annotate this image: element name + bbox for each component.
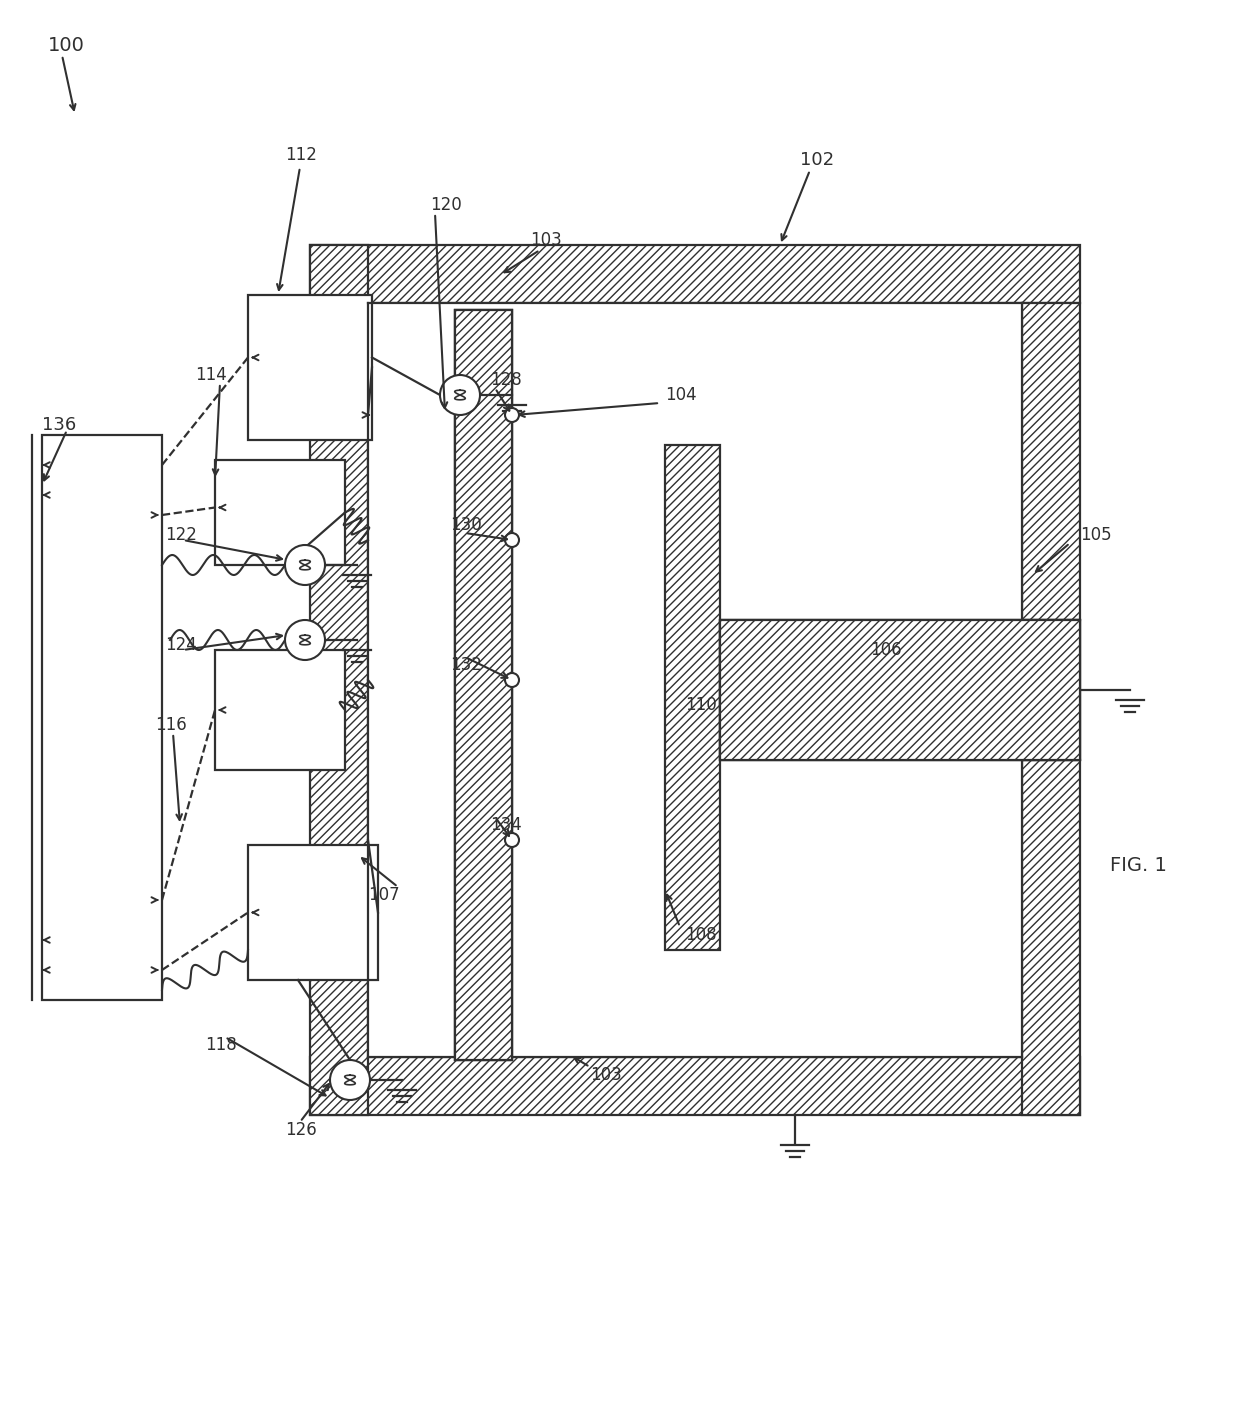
Bar [720,620,1080,760]
Circle shape [330,1059,370,1100]
Bar [720,620,1080,760]
Text: 122: 122 [165,525,197,544]
Circle shape [505,532,520,547]
Bar [215,651,345,770]
Circle shape [505,407,520,422]
Bar [1022,303,1080,620]
Bar [1022,760,1080,1116]
Bar [455,311,512,1059]
Bar [310,244,1080,303]
Bar [455,311,512,1059]
Bar [665,445,720,950]
Text: 116: 116 [155,717,187,733]
Text: FIG. 1: FIG. 1 [1110,856,1167,874]
Text: 100: 100 [48,35,84,55]
Bar [248,295,372,440]
Text: 107: 107 [368,887,399,903]
Text: 112: 112 [285,146,317,164]
Bar [720,620,1080,760]
Circle shape [505,673,520,687]
Bar [455,311,512,1059]
Text: 118: 118 [205,1035,237,1054]
Text: 106: 106 [870,641,901,659]
Bar [310,1057,1080,1116]
Circle shape [505,833,520,847]
Text: 130: 130 [450,516,482,534]
Text: 114: 114 [195,365,227,384]
Text: 132: 132 [450,656,482,674]
Text: 120: 120 [430,197,461,214]
Text: 103: 103 [529,230,562,249]
Circle shape [285,545,325,584]
Bar [42,436,162,1000]
Text: 136: 136 [42,416,76,434]
Text: 103: 103 [590,1066,621,1085]
Text: 102: 102 [800,150,835,169]
Bar [215,459,345,565]
Text: 108: 108 [684,926,717,944]
Text: 134: 134 [490,816,522,835]
Text: 128: 128 [490,371,522,389]
Bar [368,303,1022,1057]
Text: 110: 110 [684,695,717,714]
Bar [310,244,368,1116]
Bar [248,844,378,981]
Circle shape [285,620,325,660]
Text: 104: 104 [665,386,697,405]
Text: 124: 124 [165,636,197,653]
Text: 126: 126 [285,1121,316,1139]
Circle shape [440,375,480,414]
Text: 105: 105 [1080,525,1111,544]
